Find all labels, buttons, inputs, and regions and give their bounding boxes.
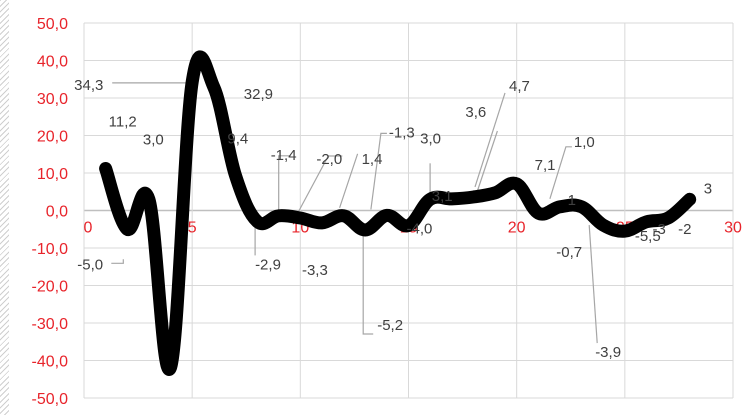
data-label-21: -0,7 [556, 244, 582, 261]
y-axis-tick-labels: 50,0 40,0 30,0 20,0 10,0 0,0 -10,0 -20,0 -30,0 -4… [32, 16, 69, 408]
y-tick-label: -40,0 [32, 354, 69, 371]
y-tick-label: -30,0 [32, 316, 69, 333]
y-tick-label: 0,0 [46, 204, 68, 221]
x-tick-label: 30 [724, 220, 742, 237]
y-tick-label: -10,0 [32, 241, 69, 258]
data-label-11: -3,3 [302, 262, 328, 279]
y-tick-label: 30,0 [37, 91, 68, 108]
label-leader-18 [476, 130, 498, 192]
label-leader-10 [297, 155, 343, 213]
data-label-20: 7,1 [535, 157, 556, 174]
data-label-24: -3,9 [595, 344, 621, 361]
data-label-3: 3,0 [143, 131, 164, 148]
x-tick-label: 0 [84, 220, 93, 237]
label-leader-2 [111, 259, 124, 264]
y-tick-label: -20,0 [32, 279, 69, 296]
y-tick-label: 40,0 [37, 54, 68, 71]
data-label-13: -5,2 [377, 317, 403, 334]
data-label-14: -1,3 [389, 124, 415, 141]
label-leader-24 [588, 225, 598, 344]
data-label-28: 3 [704, 180, 712, 197]
data-label-10: -2,0 [316, 151, 342, 168]
data-label-7: 9,4 [227, 130, 248, 147]
data-label-22: 1,0 [574, 134, 595, 151]
data-label-15: -4,0 [407, 221, 433, 238]
x-tick-label: 20 [508, 220, 526, 237]
y-tick-label: 20,0 [37, 129, 68, 146]
data-label-23: 1 [568, 192, 576, 209]
data-label-18: 3,6 [465, 104, 486, 121]
label-leader-12 [339, 153, 359, 208]
label-leader-9 [278, 155, 291, 210]
x-tick-label: 5 [188, 220, 197, 237]
data-label-9: -1,4 [271, 147, 297, 164]
label-leader-19 [474, 92, 506, 188]
data-label-1: 11,2 [109, 114, 137, 131]
series-line [99, 50, 697, 376]
data-label-25: -5,5 [635, 228, 661, 245]
data-labels: 11,2-5,03,0-41,934,332,99,4-2,9-1,4-2,0-… [74, 77, 712, 415]
data-label-19: 4,7 [509, 78, 530, 95]
y-tick-label: 10,0 [37, 166, 68, 183]
label-leader-13 [362, 236, 374, 335]
data-label-27: -2 [678, 221, 691, 238]
data-label-26: -3 [652, 221, 665, 238]
series-layer [99, 50, 697, 376]
data-label-8: -2,9 [255, 256, 281, 273]
label-leader-22 [549, 146, 572, 199]
label-leader-14 [370, 132, 387, 210]
data-label-2: -5,0 [77, 256, 103, 273]
edge-hatch-decoration [0, 0, 9, 415]
data-label-leader-lines [111, 82, 598, 344]
y-tick-label: 50,0 [37, 16, 68, 33]
data-label-6: 32,9 [244, 86, 273, 103]
data-label-16: 3,0 [420, 130, 441, 147]
data-label-5: 34,3 [74, 77, 103, 94]
y-tick-label: -50,0 [32, 391, 69, 408]
data-label-17: 3,1 [432, 188, 453, 205]
data-label-12: 1,4 [362, 151, 383, 168]
